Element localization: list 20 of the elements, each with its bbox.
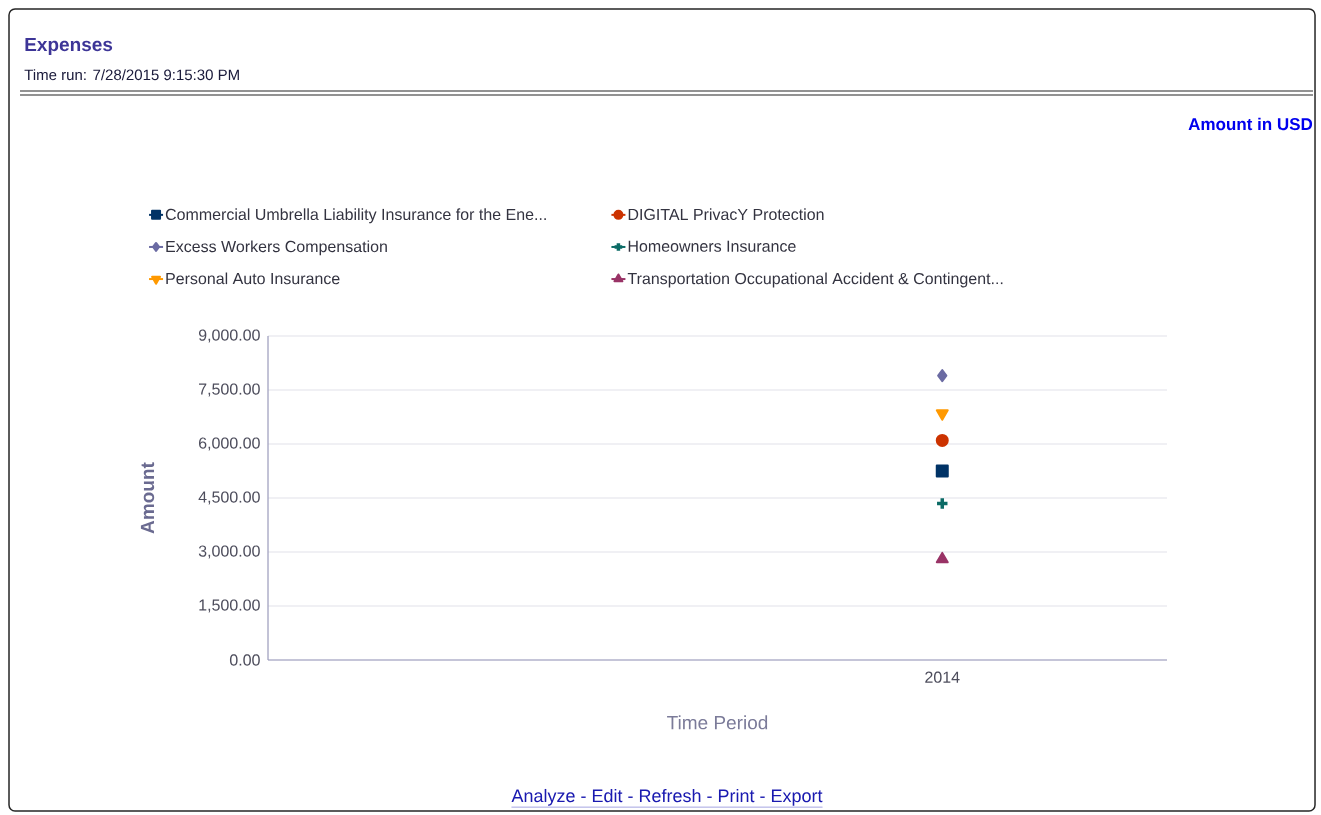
y-tick-label: 7,500.00: [199, 383, 260, 397]
y-tick-label: 1,500.00: [199, 599, 260, 613]
y-axis-title: Amount: [140, 462, 155, 534]
legend-label: Personal Auto Insurance: [166, 272, 340, 285]
y-tick-label: 9,000.00: [198, 329, 260, 343]
legend-label: Excess Workers Compensation: [166, 240, 387, 256]
text: Amount in USD: [1188, 117, 1313, 131]
y-tick-label: 4,500.00: [198, 491, 260, 505]
x-axis-title: Time Period: [667, 715, 768, 730]
text: Analyze - Edit - Refresh - Print - Export: [511, 788, 823, 806]
text: Time run: 7/28/2015 9:15:30 PM: [24, 69, 239, 81]
legend-label: Transportation Occupational Accident & Contingent...: [627, 272, 1003, 288]
legend-label: Commercial Umbrella Liability Insurance for the Ene...: [165, 208, 546, 224]
x-tick-label: 2014: [925, 671, 960, 683]
y-tick-label: 3,000.00: [198, 545, 260, 559]
text: Expenses: [25, 37, 113, 55]
legend-label: Homeowners Insurance: [628, 240, 796, 252]
y-tick-label: 0.00: [229, 654, 260, 666]
y-tick-label: 6,000.00: [199, 437, 260, 451]
legend-label: DIGITAL PrivacY Protection: [628, 208, 824, 221]
